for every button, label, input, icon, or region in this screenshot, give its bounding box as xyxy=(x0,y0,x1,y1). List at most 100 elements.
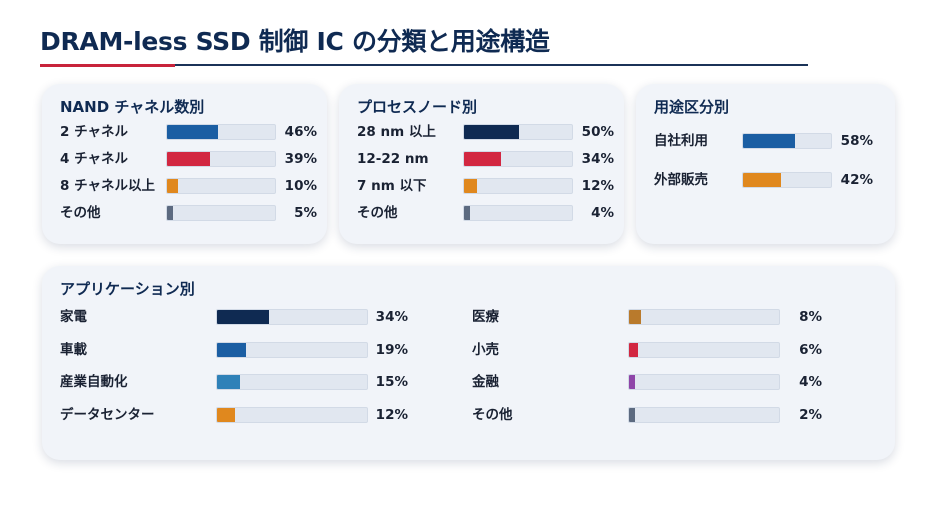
bar-row: 医療 8% xyxy=(42,306,895,328)
bar-row: データセンター 12% xyxy=(42,404,895,426)
bar-row: 28 nm 以上 50% xyxy=(339,121,624,143)
bar xyxy=(167,125,218,139)
category-label: 4 チャネル xyxy=(60,151,128,167)
bar-row: その他 5% xyxy=(42,202,327,224)
bar-track xyxy=(216,341,368,358)
bar-row: 家電 34% xyxy=(42,306,895,328)
bar-row: 7 nm 以下 12% xyxy=(339,175,624,197)
bar xyxy=(167,179,178,193)
category-label: 家電 xyxy=(60,309,87,325)
value-label: 50% xyxy=(581,124,614,140)
value-label: 46% xyxy=(284,124,317,140)
bar-row: 車載 19% xyxy=(42,339,895,361)
value-label: 8% xyxy=(799,309,822,325)
bar-row: 2 チャネル 46% xyxy=(42,121,327,143)
value-label: 19% xyxy=(375,341,408,358)
bar xyxy=(167,206,173,220)
category-label: 2 チャネル xyxy=(60,124,128,140)
category-label: 自社利用 xyxy=(654,133,708,149)
value-label: 39% xyxy=(284,151,317,167)
bar-track xyxy=(742,133,832,149)
category-label: その他 xyxy=(357,205,398,221)
bar-row: 12-22 nm 34% xyxy=(339,148,624,170)
value-label: 34% xyxy=(581,151,614,167)
page-title: DRAM-less SSD 制御 IC の分類と用途構造 xyxy=(40,27,550,56)
bar xyxy=(167,152,210,166)
bar-track xyxy=(463,124,573,140)
bar-track xyxy=(628,374,780,390)
category-label: 8 チャネル以上 xyxy=(60,178,155,194)
bar-track xyxy=(216,406,368,423)
bar xyxy=(743,134,796,148)
category-label: 28 nm 以上 xyxy=(357,124,436,140)
value-label: 5% xyxy=(294,205,317,221)
bar-row: その他 4% xyxy=(339,202,624,224)
bar-track xyxy=(463,205,573,221)
application-title: アプリケーション別 xyxy=(60,280,195,298)
title-rule-accent xyxy=(40,64,175,67)
value-label: 4% xyxy=(591,205,614,221)
category-label: その他 xyxy=(60,205,101,221)
bar xyxy=(217,310,269,324)
application-card: アプリケーション別 家電 34% 車載 19% 産業自動化 15% データセンター 12% 医療… xyxy=(42,266,895,460)
bar xyxy=(217,342,246,357)
bar-row: 産業自動化 15% xyxy=(42,371,895,393)
bar-row: 8 チャネル以上 10% xyxy=(42,175,327,197)
bar-row: その他 2% xyxy=(42,404,895,426)
bar xyxy=(464,179,478,193)
bar-row: 外部販売 42% xyxy=(636,169,895,191)
category-label: その他 xyxy=(472,406,513,423)
bar xyxy=(464,125,519,139)
bar xyxy=(464,206,470,220)
value-label: 58% xyxy=(840,133,873,149)
bar xyxy=(464,152,502,166)
bar xyxy=(629,407,635,422)
bar-row: 金融 4% xyxy=(42,371,895,393)
bar xyxy=(629,375,636,389)
process-node-card: プロセスノード別 28 nm 以上 50% 12-22 nm 34% 7 nm 以下 12… xyxy=(339,84,624,244)
bar-track xyxy=(628,341,780,358)
category-label: データセンター xyxy=(60,406,155,423)
value-label: 42% xyxy=(840,172,873,188)
bar xyxy=(217,407,236,422)
bar-row: 4 チャネル 39% xyxy=(42,148,327,170)
category-label: 12-22 nm xyxy=(357,151,429,167)
category-label: 金融 xyxy=(472,374,499,390)
value-label: 15% xyxy=(375,374,408,390)
bar-track xyxy=(166,151,276,167)
bar xyxy=(743,173,781,187)
bar-row: 自社利用 58% xyxy=(636,130,895,152)
bar-track xyxy=(216,309,368,325)
value-label: 12% xyxy=(581,178,614,194)
bar-track xyxy=(463,178,573,194)
bar xyxy=(629,310,642,324)
category-label: 7 nm 以下 xyxy=(357,178,427,194)
nand-channel-card: NAND チャネル数別 2 チャネル 46% 4 チャネル 39% 8 チャネル以上 10… xyxy=(42,84,327,244)
value-label: 12% xyxy=(375,406,408,423)
bar-track xyxy=(742,172,832,188)
value-label: 10% xyxy=(284,178,317,194)
value-label: 4% xyxy=(799,374,822,390)
category-label: 外部販売 xyxy=(654,172,708,188)
bar-track xyxy=(166,178,276,194)
bar-track xyxy=(628,309,780,325)
nand-channel-title: NAND チャネル数別 xyxy=(60,98,205,116)
category-label: 小売 xyxy=(472,341,499,358)
usage-category-card: 用途区分別 自社利用 58% 外部販売 42% xyxy=(636,84,895,244)
bar-track xyxy=(628,406,780,423)
value-label: 6% xyxy=(799,341,822,358)
bar-track xyxy=(166,124,276,140)
bar-track xyxy=(463,151,573,167)
value-label: 2% xyxy=(799,406,822,423)
category-label: 車載 xyxy=(60,341,87,358)
process-node-title: プロセスノード別 xyxy=(357,98,478,116)
title-rule xyxy=(40,64,808,66)
bar-track xyxy=(166,205,276,221)
category-label: 産業自動化 xyxy=(60,374,128,390)
bar-track xyxy=(216,374,368,390)
category-label: 医療 xyxy=(472,309,499,325)
usage-category-title: 用途区分別 xyxy=(654,98,730,116)
bar xyxy=(629,342,639,357)
value-label: 34% xyxy=(375,309,408,325)
bar xyxy=(217,375,240,389)
